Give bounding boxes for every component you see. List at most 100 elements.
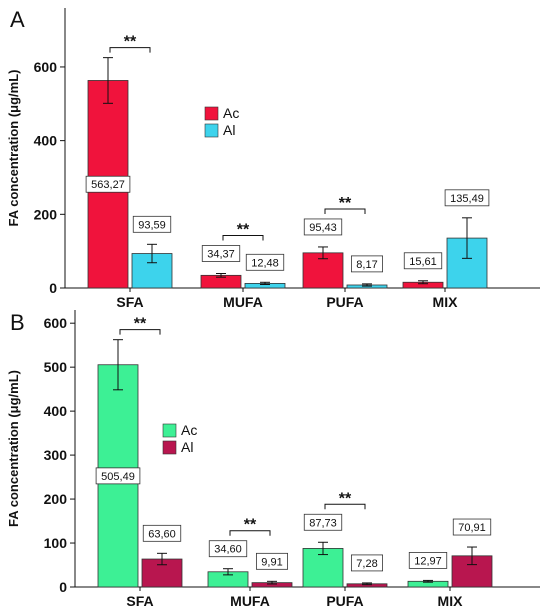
- data-label-text: 34,60: [214, 544, 242, 556]
- significance-marker: **: [229, 517, 271, 536]
- legend-label-ac: Ac: [223, 105, 239, 121]
- data-label-al-sfa: 93,59: [132, 215, 172, 233]
- data-label-box: [403, 252, 443, 270]
- data-label-al-pufa: 8,17: [350, 255, 383, 273]
- data-label-box: [255, 552, 288, 570]
- significance-bracket: [324, 503, 366, 510]
- data-label-text: 8,17: [356, 259, 377, 271]
- x-tick-label: SFA: [116, 294, 143, 310]
- significance-bracket: [109, 47, 151, 53]
- significance-marker: **: [324, 195, 366, 214]
- data-label-text: 7,28: [356, 558, 377, 570]
- data-label-ac-mix: 12,97: [408, 552, 448, 569]
- data-label-text: 15,61: [409, 256, 437, 268]
- data-label-text: 34,37: [207, 248, 235, 260]
- y-tick-label: 0: [49, 280, 57, 296]
- data-label-box: [303, 513, 343, 531]
- legend-label-ac: Ac: [181, 422, 197, 438]
- data-label-box: [201, 245, 241, 262]
- data-label-text: 12,48: [251, 257, 279, 269]
- y-tick-label: 200: [34, 206, 58, 222]
- data-label-text: 135,49: [450, 193, 484, 205]
- data-label-box: [208, 540, 248, 558]
- significance-marker: **: [324, 490, 366, 510]
- data-label-ac-pufa: 95,43: [303, 218, 343, 236]
- legend-swatch-ac: [162, 423, 177, 438]
- x-tick-label: MIX: [433, 294, 459, 310]
- significance-stars: **: [134, 316, 147, 333]
- legend-swatch-ac: [204, 106, 219, 121]
- x-tick-label: SFA: [126, 593, 153, 608]
- data-label-text: 63,60: [148, 528, 176, 540]
- x-tick-label: PUFA: [326, 593, 363, 608]
- significance-bracket: [229, 530, 271, 536]
- data-label-text: 563,27: [91, 179, 125, 191]
- significance-stars: **: [244, 517, 257, 534]
- y-tick-label: 100: [44, 535, 68, 551]
- significance-bracket: [119, 329, 161, 335]
- y-tick-label: 400: [44, 403, 68, 419]
- x-tick-label: MUFA: [230, 593, 270, 608]
- data-label-al-mix: 70,91: [452, 518, 492, 536]
- y-tick-label: 500: [44, 359, 68, 375]
- data-label-text: 95,43: [309, 222, 337, 234]
- significance-stars: **: [237, 221, 250, 238]
- x-tick-label: MIX: [438, 593, 464, 608]
- data-label-box: [245, 253, 285, 271]
- significance-bracket: [324, 208, 366, 214]
- data-label-al-mix: 135,49: [444, 189, 490, 207]
- data-label-ac-pufa: 87,73: [303, 513, 343, 531]
- chart-panel-a: A 0 200 400 600 FA concentration (μg/mL) SFA 56…: [6, 7, 540, 310]
- data-label-text: 70,91: [458, 522, 486, 534]
- y-tick-label: 600: [34, 59, 58, 75]
- data-label-text: 12,97: [414, 555, 442, 567]
- bar-al-sfa: [131, 253, 173, 289]
- significance-stars: **: [124, 34, 137, 51]
- panel-label: A: [10, 7, 25, 32]
- data-label-text: 93,59: [138, 219, 166, 231]
- legend-swatch-al: [162, 440, 177, 455]
- data-label-al-mufa: 9,91: [255, 552, 288, 570]
- data-label-ac-mufa: 34,37: [201, 245, 241, 262]
- bar-al-mix: [451, 555, 493, 588]
- data-label-al-mufa: 12,48: [245, 253, 285, 271]
- legend-label-al: Al: [223, 122, 235, 138]
- data-label-box: [85, 175, 131, 193]
- data-label-text: 87,73: [309, 517, 337, 529]
- significance-marker: **: [109, 34, 151, 53]
- y-tick-label: 400: [34, 133, 58, 149]
- data-label-box: [350, 255, 383, 273]
- panel-label: B: [10, 310, 25, 335]
- y-tick-label: 0: [59, 579, 67, 595]
- chart-panel-b: B 0 100 200 300 400 500 600 FA concentration (μg…: [6, 310, 540, 608]
- data-label-text: 505,49: [101, 471, 135, 483]
- y-axis-label: FA concentration (μg/mL): [6, 70, 21, 227]
- data-label-box: [444, 189, 490, 207]
- data-label-ac-sfa: 563,27: [85, 175, 131, 193]
- data-label-ac-mix: 15,61: [403, 252, 443, 270]
- data-label-al-pufa: 7,28: [350, 554, 383, 572]
- data-label-box: [408, 552, 448, 569]
- data-label-box: [142, 524, 182, 542]
- x-tick-label: MUFA: [223, 294, 263, 310]
- data-label-box: [452, 518, 492, 536]
- legend-swatch-al: [204, 123, 219, 138]
- data-label-text: 9,91: [261, 556, 282, 568]
- significance-stars: **: [339, 195, 352, 212]
- data-label-al-sfa: 63,60: [142, 524, 182, 542]
- significance-marker: **: [119, 316, 161, 335]
- data-label-ac-sfa: 505,49: [95, 467, 141, 485]
- data-label-ac-mufa: 34,60: [208, 540, 248, 558]
- bar-al-sfa: [141, 558, 183, 588]
- x-tick-label: PUFA: [326, 294, 363, 310]
- data-label-box: [350, 554, 383, 572]
- y-axis-label: FA concentration (μg/mL): [6, 370, 21, 527]
- data-label-box: [303, 218, 343, 236]
- significance-stars: **: [339, 490, 352, 507]
- y-tick-label: 200: [44, 491, 68, 507]
- y-tick-label: 600: [44, 315, 68, 331]
- y-tick-label: 300: [44, 447, 68, 463]
